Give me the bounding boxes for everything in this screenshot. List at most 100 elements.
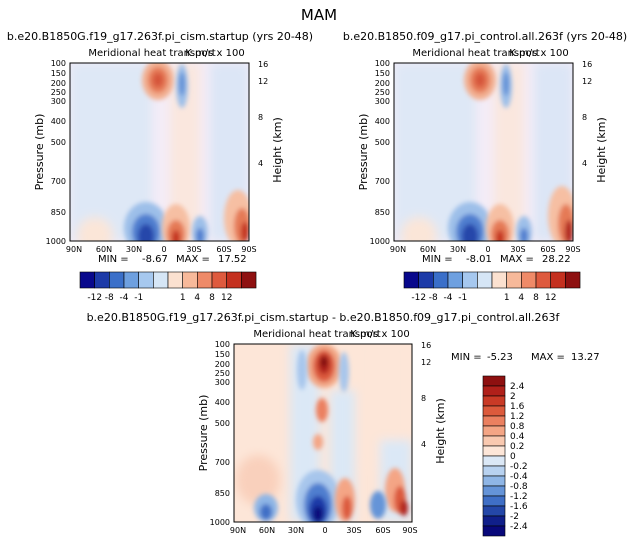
panel-3-height-axis: Height (km) 4 8 12 16 — [421, 341, 447, 464]
panel-3-x-axis: 90N 60N 30N 0 30S 60S 90S — [230, 526, 418, 535]
panel-3-colorbar-swatch — [482, 485, 506, 497]
panel-3-ytick: 150 — [215, 350, 230, 359]
panel-2-colorbar-swatch — [418, 271, 434, 289]
panel-2-ytick: 100 — [375, 59, 390, 68]
panel-2-colorbar-swatch — [447, 271, 463, 289]
panel-2-case-title: b.e20.B1850.f09_g17.pi_control.all.263f … — [343, 30, 627, 43]
panel-2-htick: 4 — [582, 159, 587, 168]
panel-2-units: K m/s x 100 — [509, 48, 568, 59]
panel-1-xtick: 90S — [241, 245, 256, 254]
panel-3-cb-label: 0.8 — [510, 422, 525, 432]
panel-2-ytick: 300 — [375, 97, 390, 106]
panel-3-ytick: 300 — [215, 378, 230, 387]
panel-3-colorbar-swatch — [482, 525, 506, 537]
panel-3-stats: MIN = -5.23 MAX = 13.27 — [451, 352, 600, 363]
panel-3: b.e20.B1850G.f19_g17.263f.pi_cism.startu… — [87, 311, 600, 537]
panel-3-colorbar: 2.4 2 1.6 1.2 0.8 0.4 0.2 0 -0.2 -0.4 -0… — [482, 375, 528, 537]
panel-1-y-axis: Pressure (mb) 100 150 200 250 300 400 50… — [33, 59, 66, 246]
panel-2-htick: 8 — [582, 113, 587, 122]
panel-1-frame — [69, 62, 250, 242]
panel-3-y-axis: Pressure (mb) 100 150 200 250 300 400 50… — [197, 340, 230, 527]
panel-1-x-axis: 90N 60N 30N 0 30S 60S 90S — [66, 245, 257, 254]
panel-1-cb-label: -1 — [134, 293, 143, 303]
panel-2-colorbar-swatch — [521, 271, 537, 289]
panel-2-surface-warm-60s — [548, 186, 573, 241]
panel-1-min-label: MIN = — [98, 254, 129, 265]
panel-3-colorbar-swatch — [482, 415, 506, 427]
panel-1-htick: 12 — [258, 77, 268, 86]
panel-1-colorbar-swatch — [211, 271, 227, 289]
panel-3-colorbar-swatch — [482, 385, 506, 397]
panel-1-cb-label: 8 — [209, 293, 215, 303]
panel-2-cb-label: 8 — [533, 293, 539, 303]
panel-2-surface-cold-sh — [516, 216, 532, 241]
panel-2-htick: 12 — [582, 77, 592, 86]
panel-1-ytick: 200 — [51, 79, 66, 88]
panel-1-colorbar-swatch — [226, 271, 242, 289]
panel-2-xtick: 60N — [420, 245, 436, 254]
panel-1-max-label: MAX = — [176, 254, 210, 265]
panel-3-colorbar-swatch — [482, 395, 506, 407]
panel-2-ytick: 250 — [375, 88, 390, 97]
panel-1-colorbar-swatch — [241, 271, 257, 289]
panel-1-upper-cold-band — [176, 64, 188, 108]
panel-2-colorbar-swatch — [433, 271, 449, 289]
panel-1-units: K m/s x 100 — [185, 48, 244, 59]
panel-1-cb-label: -8 — [105, 293, 114, 303]
panel-2-xtick: 0 — [485, 245, 490, 254]
panel-3-htick: 8 — [421, 394, 426, 403]
panel-2-y-axis: Pressure (mb) 100 150 200 250 300 400 50… — [357, 59, 390, 246]
panel-3-surface-cold-nh — [254, 494, 278, 522]
panel-3-colorbar-swatch — [482, 505, 506, 517]
panel-3-surface-warm-60s — [385, 468, 408, 516]
panel-2-xtick: 30N — [450, 245, 466, 254]
panel-3-cb-label: 0.2 — [510, 442, 524, 452]
panel-1-cb-label: -12 — [87, 293, 102, 303]
panel-1-ytick: 850 — [51, 208, 66, 217]
panel-2-cb-label: -1 — [458, 293, 467, 303]
panel-2-xtick: 60S — [540, 245, 555, 254]
panel-3-cb-label: 2 — [510, 392, 516, 402]
panel-1-surface-warm-sh — [162, 204, 190, 241]
panel-3-colorbar-swatch — [482, 375, 506, 387]
panel-3-ylabel-right: Height (km) — [434, 398, 447, 464]
panel-3-xtick: 30N — [288, 526, 304, 535]
panel-2-colorbar-swatch — [477, 271, 493, 289]
panel-3-ytick: 500 — [215, 419, 230, 428]
panel-1-ytick: 400 — [51, 117, 66, 126]
panel-1-xtick: 60S — [216, 245, 231, 254]
panel-3-subtitle: Meridional heat transport — [253, 329, 380, 340]
panel-2-cb-label: -4 — [444, 293, 453, 303]
panel-1-xtick: 30N — [126, 245, 142, 254]
panel-1-cb-label: -4 — [120, 293, 129, 303]
panel-2-ytick: 150 — [375, 69, 390, 78]
panel-2-stats: MIN = -8.01 MAX = 28.22 — [422, 254, 571, 265]
panel-1-cb-label: 1 — [180, 293, 186, 303]
panel-2-ytick: 850 — [375, 208, 390, 217]
panel-3-xtick: 0 — [322, 526, 327, 535]
panel-3-cb-label: -2.4 — [510, 522, 528, 532]
panel-3-upper-warm-max — [306, 344, 342, 388]
panel-1-stats: MIN = -8.67 MAX = 17.52 — [98, 254, 247, 265]
panel-3-ytick: 1000 — [210, 518, 230, 527]
panel-2-cb-label: -8 — [429, 293, 438, 303]
panel-1-colorbar-swatch — [182, 271, 198, 289]
panel-1-min-value: -8.67 — [142, 254, 168, 265]
panel-1-colorbar-swatch — [197, 271, 213, 289]
panel-3-colorbar-swatch — [482, 425, 506, 437]
panel-1-xtick: 60N — [96, 245, 112, 254]
panel-1-colorbar: -12 -8 -4 -1 1 4 8 12 — [79, 271, 257, 303]
panel-2: b.e20.B1850.f09_g17.pi_control.all.263f … — [343, 30, 627, 303]
panel-1-surface-cold-nh — [124, 202, 168, 241]
panel-2-colorbar: -12 -8 -4 -1 1 4 8 12 — [403, 271, 581, 303]
panel-3-colorbar-swatch — [482, 405, 506, 417]
panel-3-max-value: 13.27 — [571, 352, 600, 363]
panel-3-cb-label: 1.6 — [510, 402, 525, 412]
panel-2-colorbar-swatch — [491, 271, 507, 289]
panel-3-colorbar-swatch — [482, 475, 506, 487]
panel-1-ytick: 250 — [51, 88, 66, 97]
panel-3-htick: 4 — [421, 440, 426, 449]
panel-1-colorbar-swatch — [153, 271, 169, 289]
panel-3-colorbar-swatch — [482, 445, 506, 457]
panel-2-upper-warm-max — [464, 63, 496, 100]
